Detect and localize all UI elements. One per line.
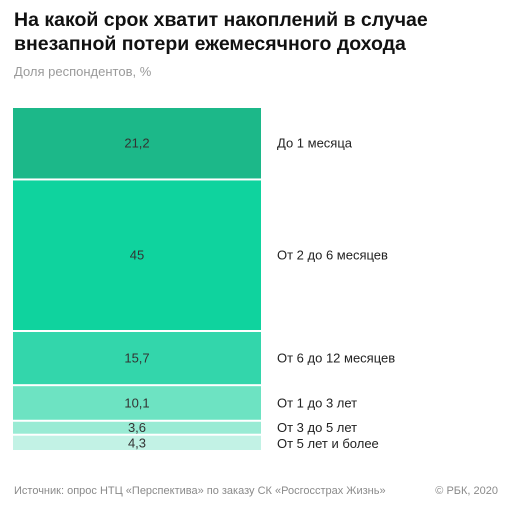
category-label-5: От 3 до 5 лет bbox=[277, 420, 357, 435]
category-label-6: От 5 лет и более bbox=[277, 436, 379, 451]
value-label-5: 3,6 bbox=[128, 420, 146, 435]
category-label-4: От 1 до 3 лет bbox=[277, 395, 357, 410]
value-label-2: 45 bbox=[130, 248, 144, 263]
bar-segment-1 bbox=[13, 108, 261, 179]
value-label-3: 15,7 bbox=[124, 351, 149, 366]
bar-segment-6 bbox=[13, 435, 261, 450]
bar-segment-5 bbox=[13, 421, 261, 434]
source-note: Источник: опрос НТЦ «Перспектива» по зак… bbox=[14, 485, 386, 497]
chart-title: На какой срок хватит накоплений в случае… bbox=[14, 9, 428, 55]
chart-subtitle: Доля респондентов, % bbox=[14, 64, 152, 79]
value-label-6: 4,3 bbox=[128, 435, 146, 450]
value-label-4: 10,1 bbox=[124, 395, 149, 410]
category-label-3: От 6 до 12 месяцев bbox=[277, 351, 395, 366]
category-label-2: От 2 до 6 месяцев bbox=[277, 248, 388, 263]
copyright: © РБК, 2020 bbox=[435, 485, 498, 497]
category-label-1: До 1 месяца bbox=[277, 136, 353, 151]
bar-segment-4 bbox=[13, 386, 261, 420]
bar-segment-3 bbox=[13, 332, 261, 385]
value-label-1: 21,2 bbox=[124, 136, 149, 151]
bar-segment-2 bbox=[13, 180, 261, 331]
